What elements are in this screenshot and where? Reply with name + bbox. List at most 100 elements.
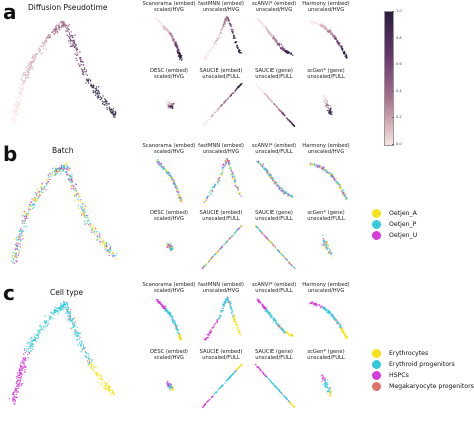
panel-c-main-scatter: [8, 300, 116, 405]
panel-a-scatter-fastmnn: [203, 16, 242, 60]
batch-legend-label: Oetjen_P: [389, 221, 417, 228]
panel-a-label-scanvi-line-1: scANVI* (embed): [251, 1, 297, 7]
panel-b-label-scgen-line-1: scGen* (gene): [307, 210, 345, 216]
panel-c-label-fastmnn: fastMNN (embed) unscaled/HVG: [198, 282, 244, 295]
panel-b-label-fastmnn-line-2: unscaled/HVG: [202, 148, 240, 155]
panel-b-scatter-harmony: [308, 162, 349, 201]
colorbar-tickmark: [392, 37, 394, 39]
panel-b-scatter-scgen: [321, 234, 334, 259]
panel-c-label-scgen: scGen* (gene) unscaled/FULL: [307, 349, 345, 362]
panel-letter-c: c: [3, 281, 15, 305]
panel-a-scatter-scanorama: [155, 17, 183, 61]
panel-c-scatter-saucie_embed: [202, 363, 243, 409]
panel-b-label-saucie_embed-line-2: unscaled/FULL: [202, 215, 240, 222]
panel-a-label-saucie_gene-line-2: unscaled/FULL: [255, 73, 293, 80]
panel-a-label-harmony-line-2: unscaled/HVG: [307, 6, 345, 13]
panel-a-label-desc-line-1: DESC (embed): [150, 68, 188, 74]
panel-c-scatter-scanorama: [156, 298, 183, 341]
panel-letter-a: a: [3, 0, 17, 24]
panel-a-label-scgen: scGen* (gene) unscaled/FULL: [307, 68, 345, 81]
celltype-legend-item: Megakaryocyte progenitors: [372, 381, 474, 392]
panel-a-scatter-saucie_embed: [202, 82, 243, 126]
panel-b-scatter-scanorama: [156, 159, 183, 203]
panel-b-scatter-saucie_gene: [254, 224, 296, 270]
celltype-legend-label: Erythroid progenitors: [389, 361, 455, 368]
panel-a-label-scgen-line-1: scGen* (gene): [307, 68, 345, 74]
panel-a-label-scanorama: Scanorama (embed) scaled/HVG: [142, 1, 196, 14]
colorbar-tick-label: 0.0: [396, 142, 402, 146]
panel-b-label-scanorama-line-2: scaled/HVG: [154, 148, 184, 155]
panel-a-title: Diffusion Pseudotime: [28, 3, 108, 12]
panel-c-label-scanvi-line-1: scANVI* (embed): [251, 282, 297, 288]
panel-a-label-saucie_gene-line-1: SAUCIE (gene): [255, 68, 293, 74]
panel-a-label-fastmnn-line-2: unscaled/HVG: [202, 6, 240, 13]
panel-b-label-scgen-line-2: unscaled/FULL: [307, 215, 345, 222]
panel-b-label-scanvi-line-1: scANVI* (embed): [251, 143, 297, 149]
celltype-legend-label: Erythrocytes: [389, 350, 429, 357]
batch-legend-marker: [372, 209, 381, 218]
panel-a-label-saucie_embed: SAUCIE (embed) unscaled/FULL: [199, 68, 243, 81]
panel-b-scatter-saucie_embed: [201, 225, 243, 270]
panel-a-label-fastmnn-line-1: fastMNN (embed): [198, 1, 244, 7]
panel-c-label-saucie_embed-line-2: unscaled/FULL: [202, 354, 240, 361]
panel-b-label-scanvi-line-2: unscaled/FULL: [255, 148, 293, 155]
colorbar-tick-label: 0.2: [396, 115, 402, 120]
panel-b-label-harmony-line-2: unscaled/HVG: [307, 148, 345, 155]
colorbar-tickmark: [392, 11, 394, 12]
panel-c-label-scanorama-line-1: Scanorama (embed): [142, 282, 196, 288]
panel-c-label-fastmnn-line-2: unscaled/HVG: [202, 287, 240, 294]
panel-a-scatter-scgen: [322, 95, 333, 116]
colorbar-tick-label: 0.6: [396, 62, 402, 67]
panel-b-label-saucie_gene-line-1: SAUCIE (gene): [255, 210, 293, 216]
panel-b-scatter-desc: [166, 242, 174, 252]
panel-b-label-desc-line-2: scaled/HVG: [154, 215, 184, 222]
celltype-legend-marker: [372, 371, 381, 380]
panel-b-scatter-scanvi: [256, 160, 294, 199]
panel-a-label-fastmnn: fastMNN (embed) unscaled/HVG: [198, 1, 244, 14]
panel-a-label-harmony: Harmony (embed) unscaled/HVG: [302, 1, 350, 14]
panel-c-label-saucie_gene: SAUCIE (gene) unscaled/FULL: [255, 349, 293, 362]
panel-b-label-harmony-line-1: Harmony (embed): [302, 143, 350, 149]
colorbar-tickmark: [392, 90, 394, 92]
celltype-legend: Erythrocytes Erythroid progenitors HSPCs Me…: [372, 348, 474, 392]
panel-a-label-scgen-line-2: unscaled/FULL: [307, 73, 345, 80]
panel-b-label-harmony: Harmony (embed) unscaled/HVG: [302, 143, 350, 156]
panel-b-main-scatter: [11, 162, 118, 264]
panel-a-label-scanorama-line-2: scaled/HVG: [154, 6, 184, 13]
panel-b-label-saucie_gene-line-2: unscaled/FULL: [255, 215, 293, 222]
batch-legend-marker: [372, 231, 381, 240]
panel-c-label-harmony: Harmony (embed) unscaled/HVG: [302, 282, 350, 295]
panel-a-label-harmony-line-1: Harmony (embed): [302, 1, 350, 7]
panel-c-scatter-saucie_gene: [254, 363, 296, 408]
panel-c-label-fastmnn-line-1: fastMNN (embed): [198, 282, 244, 288]
panel-b-title: Batch: [52, 146, 74, 155]
panel-b-label-scanorama: Scanorama (embed) scaled/HVG: [142, 143, 195, 156]
batch-legend-label: Oetjen_U: [389, 232, 418, 239]
celltype-legend-marker: [372, 360, 381, 369]
panel-c-label-scanorama: Scanorama (embed) scaled/HVG: [142, 282, 196, 295]
panel-c-label-scanvi: scANVI* (embed) unscaled/FULL: [251, 282, 297, 295]
panel-b-label-desc: DESC (embed) scaled/HVG: [150, 210, 188, 223]
celltype-legend-label: Megakaryocyte progenitors: [389, 383, 474, 390]
panel-b-label-desc-line-1: DESC (embed): [150, 210, 188, 216]
panel-c-label-saucie_gene-line-1: SAUCIE (gene): [255, 349, 293, 355]
panel-c-scatter-scgen: [320, 374, 332, 397]
panel-c-label-saucie_embed-line-1: SAUCIE (embed): [199, 349, 243, 355]
panel-a-label-saucie_gene: SAUCIE (gene) unscaled/FULL: [255, 68, 293, 81]
panel-a-label-scanvi-line-2: unscaled/HVG: [255, 6, 293, 13]
batch-legend-label: Oetjen_A: [389, 210, 417, 217]
panel-b-label-fastmnn: fastMNN (embed) unscaled/HVG: [198, 143, 244, 156]
panel-letter-b: b: [3, 142, 18, 166]
panel-c-scatter-harmony: [309, 301, 348, 340]
panel-a-label-saucie_embed-line-2: unscaled/FULL: [202, 73, 240, 80]
panel-c-label-scgen-line-2: unscaled/FULL: [307, 354, 345, 361]
batch-legend-item: Oetjen_P: [372, 219, 417, 230]
celltype-legend-item: Erythrocytes: [372, 348, 474, 359]
panel-c-label-harmony-line-1: Harmony (embed): [302, 282, 350, 288]
panel-c-title: Cell type: [50, 288, 84, 297]
panel-a-label-saucie_embed-line-1: SAUCIE (embed): [199, 68, 243, 74]
batch-legend-item: Oetjen_A: [372, 208, 417, 219]
panel-a-scatter-harmony: [308, 20, 348, 59]
panel-c-label-desc-line-2: scaled/HVG: [154, 354, 184, 361]
panel-a-label-scanorama-line-1: Scanorama (embed): [142, 1, 196, 7]
